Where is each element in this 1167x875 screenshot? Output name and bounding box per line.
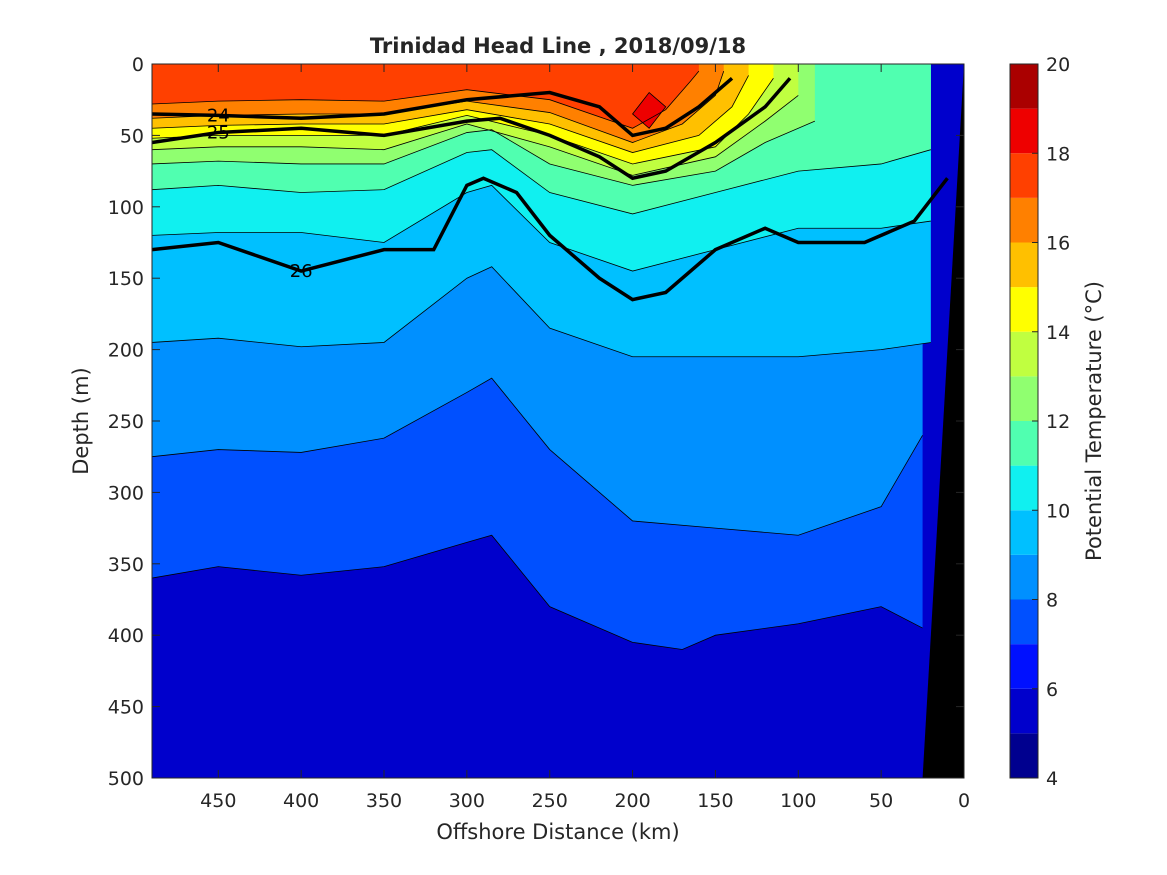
colorbar-tick-label: 14 <box>1046 322 1070 344</box>
colorbar-tick-label: 16 <box>1046 233 1070 255</box>
colorbar-swatch <box>1010 197 1038 243</box>
temp-contour-15 <box>152 75 749 153</box>
chart-title: Trinidad Head Line , 2018/09/18 <box>370 34 746 58</box>
colorbar-swatch <box>1010 287 1038 332</box>
colorbar-tick-label: 6 <box>1046 679 1058 701</box>
isopycnal-25 <box>152 77 792 181</box>
y-axis-ticks: 0 50 100 150 200 250 300 350 400 450 500 <box>108 54 964 790</box>
colorbar-tick-label: 8 <box>1046 590 1058 612</box>
colorbar-tick-label: 12 <box>1046 411 1070 433</box>
temp-contour-16 <box>152 71 725 143</box>
plot-area <box>152 64 964 778</box>
y-tick-label: 350 <box>108 554 144 576</box>
isopycnal-label-25: 25 <box>207 123 230 144</box>
colorbar-swatch <box>1010 153 1038 198</box>
colorbar-tick-label: 20 <box>1046 54 1070 76</box>
isopycnal-24 <box>152 76 734 138</box>
y-tick-label: 500 <box>108 768 144 790</box>
colorbar-tick-label: 10 <box>1046 500 1070 522</box>
colorbar-swatch <box>1010 108 1038 154</box>
colorbar-swatch <box>1010 733 1038 778</box>
y-tick-label: 300 <box>108 482 144 504</box>
colorbar-tick-label: 18 <box>1046 143 1070 165</box>
temp-band-17 <box>152 64 699 129</box>
x-tick-label: 250 <box>532 790 568 812</box>
colorbar-swatch <box>1010 554 1038 600</box>
temp-contour-8 <box>152 377 923 536</box>
isopycnal-label-24: 24 <box>207 105 230 126</box>
y-tick-label: 0 <box>132 54 144 76</box>
isopycnal-26 <box>152 176 949 302</box>
x-tick-label: 0 <box>958 790 970 812</box>
x-tick-label: 100 <box>780 790 816 812</box>
x-tick-label: 300 <box>449 790 485 812</box>
y-tick-label: 50 <box>120 125 144 147</box>
temp-contour-11 <box>152 149 931 215</box>
x-tick-label: 200 <box>614 790 650 812</box>
x-tick-label: 450 <box>200 790 236 812</box>
y-axis-label: Depth (m) <box>69 367 93 474</box>
y-tick-label: 450 <box>108 697 144 719</box>
y-tick-label: 400 <box>108 625 144 647</box>
colorbar-label: Potential Temperature (°C) <box>1082 281 1106 561</box>
temp-contour-12 <box>152 120 816 186</box>
isopycnal-label-26: 26 <box>290 261 313 282</box>
temp-contour-9 <box>152 266 931 358</box>
seafloor <box>922 64 964 778</box>
colorbar-swatch <box>1010 376 1038 421</box>
y-tick-label: 150 <box>108 268 144 290</box>
temp-contour-7 <box>152 534 923 650</box>
temp-contour-10 <box>152 184 931 272</box>
colorbar-swatch <box>1010 421 1038 466</box>
colorbar: 20 18 16 14 12 10 8 6 4 <box>1009 54 1070 790</box>
colorbar-tick-label: 4 <box>1046 768 1058 790</box>
colorbar-swatch <box>1010 688 1038 734</box>
x-tick-label: 400 <box>283 790 319 812</box>
colorbar-swatch <box>1010 64 1038 109</box>
colorbar-swatch <box>1010 510 1038 555</box>
colorbar-swatch <box>1010 331 1038 377</box>
colorbar-swatch <box>1010 465 1038 511</box>
temp-contour-18 <box>632 91 667 129</box>
colorbar-swatch <box>1010 644 1038 689</box>
temp-contour-13 <box>152 95 799 176</box>
x-tick-label: 350 <box>366 790 402 812</box>
bathymetry-mask <box>922 64 964 778</box>
temp-band-18 <box>632 92 666 129</box>
y-tick-label: 200 <box>108 340 144 362</box>
y-tick-label: 250 <box>108 411 144 433</box>
y-tick-label: 100 <box>108 197 144 219</box>
x-axis-label: Offshore Distance (km) <box>436 820 679 844</box>
x-tick-label: 50 <box>869 790 893 812</box>
x-tick-label: 150 <box>697 790 733 812</box>
colorbar-swatch <box>1010 242 1038 288</box>
colorbar-swatch <box>1010 599 1038 645</box>
x-axis-ticks: 450 400 350 300 250 200 150 100 50 0 <box>200 64 970 812</box>
